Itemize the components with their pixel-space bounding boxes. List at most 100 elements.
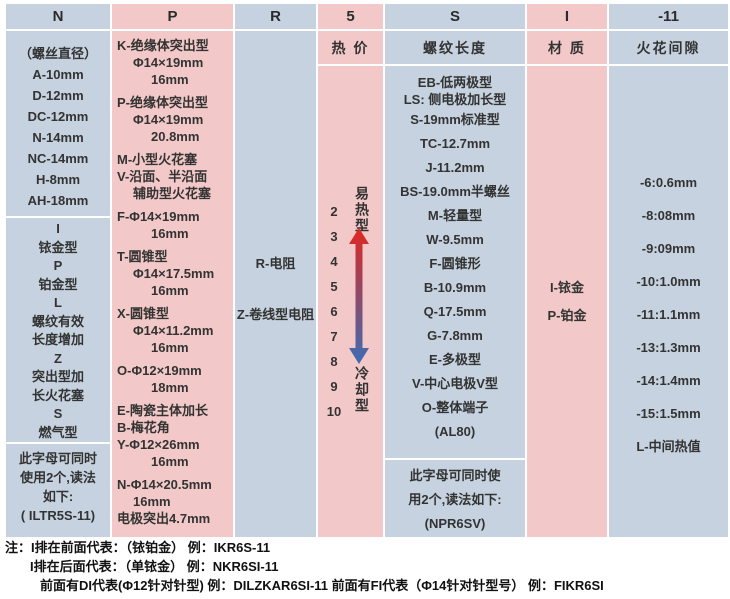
heat-rating-header: 5 xyxy=(318,4,383,29)
list-item: Y-Φ12×26mm xyxy=(117,437,200,452)
list-item: 辅助型火花塞 xyxy=(133,186,212,201)
list-item: D-12mm xyxy=(32,88,84,103)
n-thread-diameter-list: （螺丝直径） A-10mm D-12mm DC-12mm N-14mm NC-1… xyxy=(6,31,110,216)
list-item: P-绝缘体突出型 xyxy=(117,95,209,110)
list-item: 18mm xyxy=(151,380,189,395)
list-item: B-10.9mm xyxy=(423,280,487,295)
n-usage-note: 此字母可同时 使用2个,读法 如下: ( ILTR5S-11) xyxy=(6,444,110,537)
list-item: V-沿面、半沿面 xyxy=(117,169,208,184)
note-line: (NPR6SV) xyxy=(424,516,486,531)
column-n-header: N xyxy=(6,4,110,29)
spark-gap-subheader: 火花间隙 xyxy=(609,31,728,64)
list-item: （螺丝直径） xyxy=(18,46,97,61)
list-item: X-圆锥型 xyxy=(117,306,170,321)
column-heat-rating: 5 热 价 2 3 4 5 6 7 8 9 10 易热型 xyxy=(318,4,383,537)
list-item: 16mm xyxy=(133,494,171,509)
list-item: AH-18mm xyxy=(27,193,89,208)
list-item: E-陶瓷主体加长 xyxy=(117,403,209,418)
note-line: 如下: xyxy=(42,489,74,504)
scale-number: 6 xyxy=(330,304,338,319)
list-item: 16mm xyxy=(151,72,189,87)
list-item: W-9.5mm xyxy=(426,232,484,247)
column-p: P K-绝缘体突出型 Φ14×19mm 16mm P-绝缘体突出型 Φ14×19… xyxy=(112,4,233,537)
list-item: L-中间热值 xyxy=(636,439,701,454)
p-type-list: K-绝缘体突出型 Φ14×19mm 16mm P-绝缘体突出型 Φ14×19mm… xyxy=(112,31,233,537)
list-item: L xyxy=(54,295,62,310)
footnotes: 注：I排在前面代表：（铱铂金） 例：IKR6S-11 I排在后面代表：（单铱金）… xyxy=(0,537,730,599)
list-item: B-梅花角 xyxy=(117,420,170,435)
note-line: 此字母可同时使 xyxy=(409,468,501,483)
list-item: O-Φ12×19mm xyxy=(117,363,202,378)
list-item: F-圆锥形 xyxy=(429,256,481,271)
list-item: -14:1.4mm xyxy=(636,373,701,388)
list-item: -9:09mm xyxy=(641,241,696,256)
list-item: P-铂金 xyxy=(547,308,587,323)
note-line: 此字母可同时 xyxy=(18,451,97,466)
list-item: EB-低两极型 xyxy=(417,75,493,90)
list-item: 16mm xyxy=(151,340,189,355)
cold-type-label: 冷却型 xyxy=(354,366,370,414)
column-p-header: P xyxy=(112,4,233,29)
column-s-header: S xyxy=(385,4,525,29)
list-item: Φ14×11.2mm xyxy=(133,323,214,338)
scale-number: 10 xyxy=(326,404,342,419)
list-item: -10:1.0mm xyxy=(636,274,701,289)
list-item: -15:1.5mm xyxy=(636,406,701,421)
column-n: N （螺丝直径） A-10mm D-12mm DC-12mm N-14mm NC… xyxy=(6,4,110,537)
scale-number: 2 xyxy=(330,204,338,219)
list-item: LS: 侧电极加长型 xyxy=(403,92,507,107)
list-item: Z xyxy=(54,350,62,366)
scale-number: 9 xyxy=(330,379,338,394)
list-item: N-Φ14×20.5mm xyxy=(117,477,212,492)
list-item: K-绝缘体突出型 xyxy=(117,38,209,53)
column-r: R R-电阻 Z-卷线型电阻 xyxy=(235,4,316,537)
list-item: -11:1.1mm xyxy=(636,307,701,322)
column-r-header: R xyxy=(235,4,316,29)
spark-gap-header: -11 xyxy=(609,4,728,29)
list-item: TC-12.7mm xyxy=(419,136,491,151)
list-item: 螺纹有效 xyxy=(31,313,84,329)
list-item: T-圆锥型 xyxy=(117,249,168,264)
scale-number: 5 xyxy=(330,279,338,294)
heat-rating-numbers: 2 3 4 5 6 7 8 9 10 xyxy=(320,199,348,424)
list-item: 铂金型 xyxy=(38,276,78,292)
list-item: 16mm xyxy=(151,226,189,241)
column-i-header: I xyxy=(527,4,607,29)
n-prefix-letter-list: I 铱金型 P 铂金型 L 螺纹有效 长度增加 Z 突出型加 长火花塞 S 燃气… xyxy=(6,218,110,442)
note-line: 使用2个,读法 xyxy=(20,470,96,485)
column-s: S 螺纹长度 EB-低两极型 LS: 侧电极加长型 S-19mm标准型 TC-1… xyxy=(385,4,525,537)
footnote-line: 注：I排在前面代表：（铱铂金） 例：IKR6S-11 xyxy=(5,540,271,556)
list-item: 长火花塞 xyxy=(31,387,84,403)
list-item: -13:1.3mm xyxy=(636,340,701,355)
footnote-line: I排在后面代表：（单铱金） 例：NKR6SI-11 xyxy=(30,558,279,574)
list-item: -6:0.6mm xyxy=(639,175,698,190)
list-item: M-轻量型 xyxy=(427,208,483,223)
list-item: I-铱金 xyxy=(550,280,584,295)
list-item: G-7.8mm xyxy=(427,328,483,343)
heat-rating-scale: 2 3 4 5 6 7 8 9 10 易热型 xyxy=(318,66,383,537)
list-item: Φ14×19mm xyxy=(133,55,204,70)
list-item: V-中心电极V型 xyxy=(412,376,498,391)
list-item: 16mm xyxy=(151,454,189,469)
hot-type-label: 易热型 xyxy=(354,186,370,234)
list-item: 铱金型 xyxy=(38,239,78,255)
list-item: Z-卷线型电阻 xyxy=(236,307,315,322)
list-item: 燃气型 xyxy=(38,424,78,440)
note-line: ( ILTR5S-11) xyxy=(20,508,96,523)
list-item: A-10mm xyxy=(32,67,84,82)
thread-length-list: EB-低两极型 LS: 侧电极加长型 S-19mm标准型 TC-12.7mm J… xyxy=(385,66,525,458)
spark-gap-list: -6:0.6mm -8:08mm -9:09mm -10:1.0mm -11:1… xyxy=(609,66,728,537)
list-item: J-11.2mm xyxy=(425,160,485,175)
column-i: I 材 质 I-铱金 P-铂金 xyxy=(527,4,607,537)
list-item: F-Φ14×19mm xyxy=(117,209,200,224)
list-item: R-电阻 xyxy=(255,256,296,271)
list-item: M-小型火花塞 xyxy=(117,152,198,167)
s-usage-note: 此字母可同时使 用2个,读法如下: (NPR6SV) xyxy=(385,460,525,537)
heat-range-arrow-icon xyxy=(349,228,369,364)
footnote-line: 前面有DI代表(Φ12针对针型) 例：DILZKAR6SI-11 前面有FI代表… xyxy=(40,577,604,593)
material-subheader: 材 质 xyxy=(527,31,607,64)
list-item: NC-14mm xyxy=(27,151,89,166)
scale-number: 8 xyxy=(330,354,338,369)
list-item: 突出型加 xyxy=(31,369,84,384)
